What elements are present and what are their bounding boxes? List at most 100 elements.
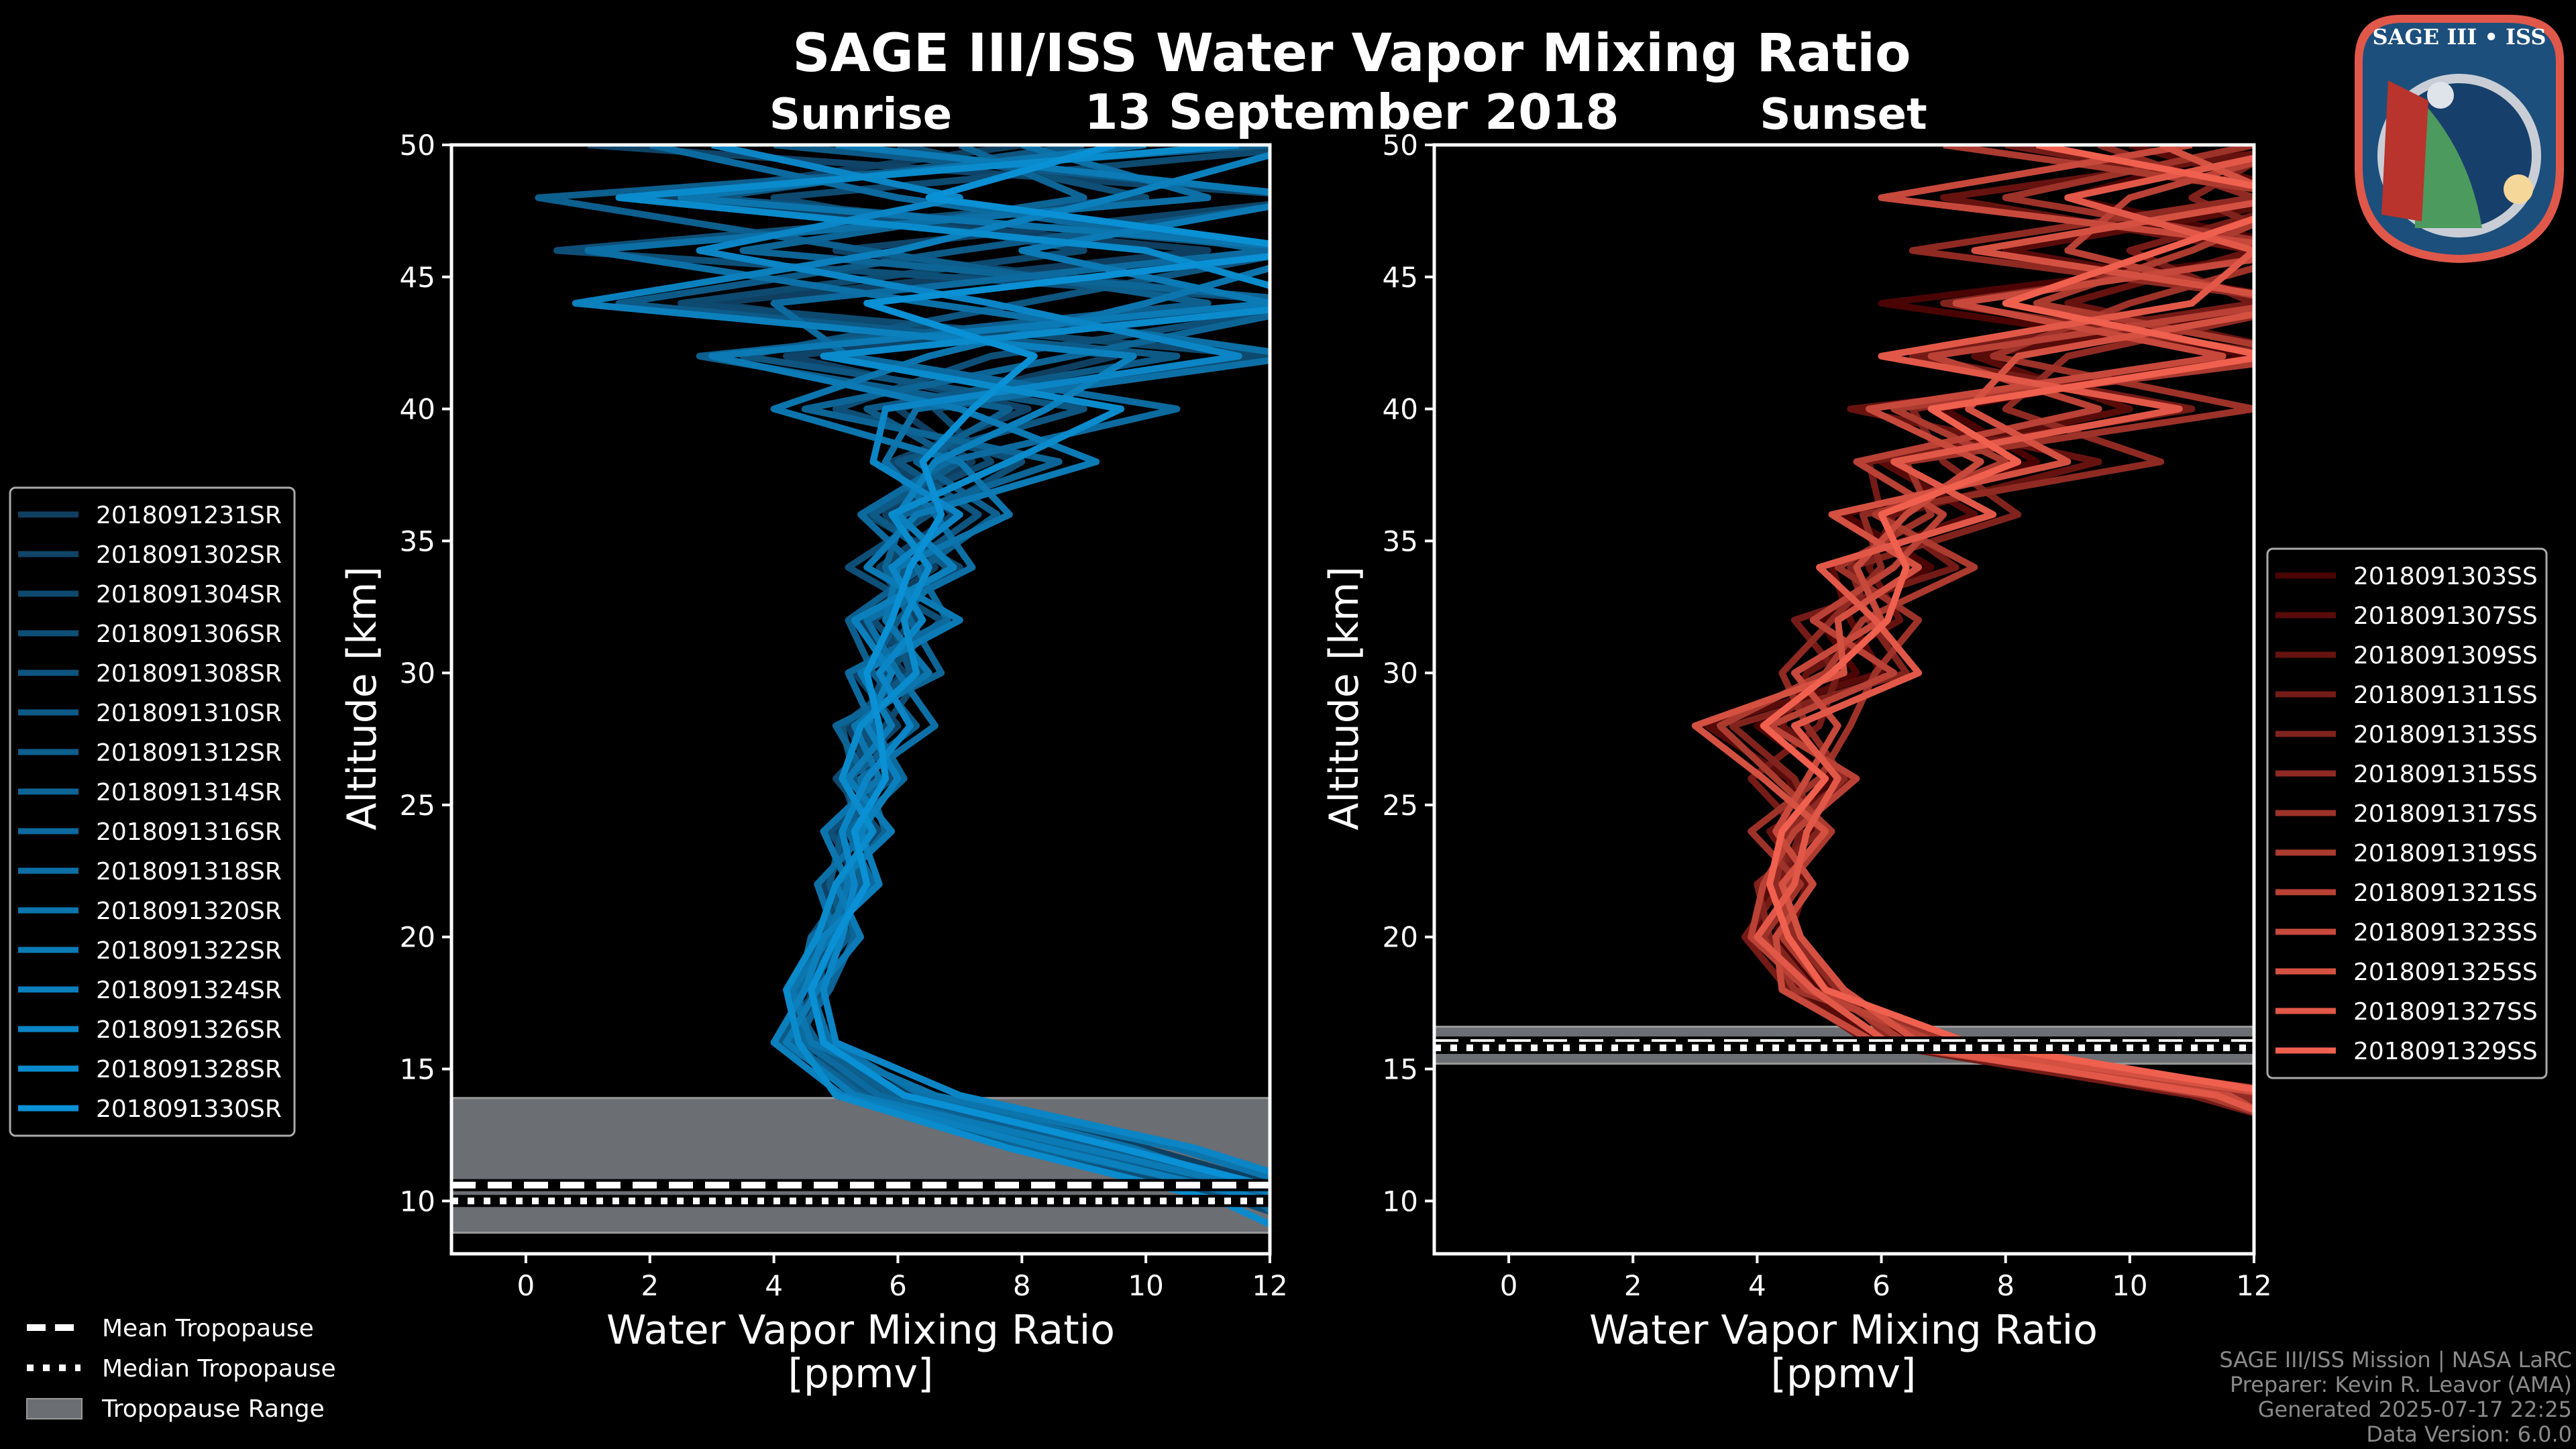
legend-frame bbox=[2266, 547, 2548, 1079]
x-tick-label: 2 bbox=[641, 1269, 659, 1302]
x-tick-label: 12 bbox=[1252, 1269, 1287, 1302]
tropopause-range-label: Tropopause Range bbox=[101, 1395, 325, 1423]
legend-label: 2018091327SS bbox=[2353, 998, 2538, 1026]
y-tick-label: 45 bbox=[400, 261, 435, 294]
sunset-xlabel-line2: [ppmv] bbox=[1771, 1350, 1917, 1397]
legend-label: 2018091329SS bbox=[2353, 1038, 2538, 1065]
sage-iss-logo: SAGE III • ISS bbox=[2355, 15, 2564, 263]
x-tick-label: 10 bbox=[2112, 1269, 2147, 1302]
x-tick-label: 6 bbox=[889, 1269, 907, 1302]
legend-label: 2018091317SS bbox=[2353, 800, 2538, 828]
sunrise-legend: 2018091231SR 2018091302SR 2018091304SR 2018… bbox=[9, 486, 296, 1137]
sunset-title: Sunset bbox=[1760, 90, 1927, 140]
tropopause-legend: Mean Tropopause Median Tropopause Tropop… bbox=[26, 1315, 336, 1423]
legend-label: 2018091326SR bbox=[96, 1016, 282, 1044]
y-tick-label: 25 bbox=[400, 789, 435, 822]
legend-label: 2018091311SS bbox=[2353, 682, 2538, 709]
legend-label: 2018091315SS bbox=[2353, 761, 2538, 788]
y-tick-label: 40 bbox=[1383, 393, 1418, 426]
legend-label: 2018091312SR bbox=[96, 739, 282, 767]
x-tick-label: 10 bbox=[1128, 1269, 1163, 1302]
y-tick-label: 45 bbox=[1383, 261, 1418, 294]
y-tick-label: 10 bbox=[400, 1185, 435, 1218]
x-tick-label: 0 bbox=[517, 1269, 535, 1302]
legend-label: 2018091319SS bbox=[2353, 840, 2538, 867]
legend-frame bbox=[9, 486, 296, 1137]
x-tick-label: 12 bbox=[2236, 1269, 2271, 1302]
sunrise-ylabel: Altitude [km] bbox=[339, 566, 386, 830]
y-tick-label: 15 bbox=[1383, 1053, 1418, 1086]
x-tick-label: 6 bbox=[1872, 1269, 1890, 1302]
y-tick-label: 50 bbox=[1383, 129, 1418, 162]
legend-label: 2018091330SR bbox=[96, 1095, 282, 1123]
legend-label: 2018091328SR bbox=[96, 1056, 282, 1083]
plot-area bbox=[451, 145, 1270, 1234]
legend-label: 2018091323SS bbox=[2353, 919, 2538, 947]
legend-label: 2018091308SR bbox=[96, 660, 282, 688]
legend-label: 2018091321SS bbox=[2353, 879, 2538, 907]
axes-frame bbox=[1432, 143, 2256, 1256]
figure-title: SAGE III/ISS Water Vapor Mixing Ratio bbox=[792, 23, 1911, 84]
footer-credits: SAGE III/ISS Mission | NASA LaRC Prepare… bbox=[2219, 1347, 2572, 1447]
y-tick-label: 10 bbox=[1383, 1185, 1418, 1218]
footer-preparer: Preparer: Kevin R. Leavor (AMA) bbox=[2230, 1372, 2572, 1397]
x-tick-label: 2 bbox=[1624, 1269, 1642, 1302]
y-tick-label: 35 bbox=[400, 525, 435, 557]
sunrise-xlabel-line1: Water Vapor Mixing Ratio bbox=[606, 1307, 1115, 1354]
legend-label: 2018091320SR bbox=[96, 898, 282, 925]
sunset-legend: 2018091303SS 2018091307SS 2018091309SS 2018… bbox=[2266, 547, 2548, 1079]
y-tick-label: 30 bbox=[1383, 657, 1418, 690]
figure-date: 13 September 2018 bbox=[1084, 84, 1619, 140]
profile-line-2018091330SR bbox=[808, 145, 1270, 1190]
axes-frame bbox=[449, 143, 1272, 1256]
logo-title: SAGE III • ISS bbox=[2373, 24, 2546, 50]
profile-line-2018091327SS bbox=[1754, 154, 2254, 1114]
profile-line-2018091316SR bbox=[649, 145, 1270, 1214]
legend-label: 2018091309SS bbox=[2353, 642, 2538, 669]
footer-version: Data Version: 6.0.0 bbox=[2366, 1421, 2572, 1447]
legend-label: 2018091306SR bbox=[96, 621, 282, 648]
sunrise-xlabel-line2: [ppmv] bbox=[788, 1350, 934, 1397]
legend-label: 2018091316SR bbox=[96, 818, 282, 846]
y-tick-label: 25 bbox=[1383, 789, 1418, 822]
legend-label: 2018091302SR bbox=[96, 541, 282, 569]
y-tick-label: 30 bbox=[400, 657, 435, 690]
sunset-axes: 0 2 4 6 8 10 12 10 15 20 25 30 35 40 45 50 bbox=[1383, 129, 2272, 1302]
x-tick-label: 4 bbox=[1748, 1269, 1766, 1302]
footer-mission: SAGE III/ISS Mission | NASA LaRC bbox=[2219, 1347, 2572, 1373]
sunset-xlabel-line1: Water Vapor Mixing Ratio bbox=[1589, 1307, 2098, 1354]
legend-label: 2018091325SS bbox=[2353, 959, 2538, 986]
median-tropopause-label: Median Tropopause bbox=[102, 1355, 336, 1383]
plot-area bbox=[1434, 145, 2254, 1117]
tropopause-range-swatch bbox=[26, 1398, 83, 1419]
footer-generated: Generated 2025-07-17 22:25 bbox=[2258, 1397, 2572, 1422]
profile-line-2018091324SR bbox=[572, 152, 1270, 1205]
legend-label: 2018091304SR bbox=[96, 581, 282, 608]
profile-line-2018091329SS bbox=[1760, 145, 2254, 1093]
legend-label: 2018091313SS bbox=[2353, 721, 2538, 749]
y-tick-label: 35 bbox=[1383, 525, 1418, 557]
mean-tropopause-label: Mean Tropopause bbox=[102, 1315, 314, 1342]
y-tick-label: 50 bbox=[400, 129, 435, 162]
profile-line-2018091325SS bbox=[1691, 145, 2254, 1095]
legend-label: 2018091310SR bbox=[96, 700, 282, 727]
sunrise-axes: 0 2 4 6 8 10 12 10 15 20 25 30 35 40 45 50 bbox=[400, 129, 1288, 1302]
y-tick-label: 15 bbox=[400, 1053, 435, 1086]
y-tick-label: 20 bbox=[1383, 921, 1418, 954]
x-tick-label: 8 bbox=[1996, 1269, 2015, 1302]
legend-label: 2018091322SR bbox=[96, 937, 282, 965]
legend-label: 2018091318SR bbox=[96, 858, 282, 885]
sunset-ylabel: Altitude [km] bbox=[1321, 566, 1368, 830]
legend-label: 2018091307SS bbox=[2353, 602, 2538, 630]
legend-label: 2018091314SR bbox=[96, 779, 282, 806]
legend-label: 2018091324SR bbox=[96, 977, 282, 1004]
sunrise-title: Sunrise bbox=[769, 90, 952, 140]
legend-label: 2018091231SR bbox=[96, 502, 282, 529]
profile-line-2018091326SR bbox=[696, 145, 1270, 1175]
legend-label: 2018091303SS bbox=[2353, 563, 2538, 590]
x-tick-label: 0 bbox=[1500, 1269, 1518, 1302]
y-tick-label: 40 bbox=[400, 393, 435, 426]
x-tick-label: 8 bbox=[1013, 1269, 1031, 1302]
